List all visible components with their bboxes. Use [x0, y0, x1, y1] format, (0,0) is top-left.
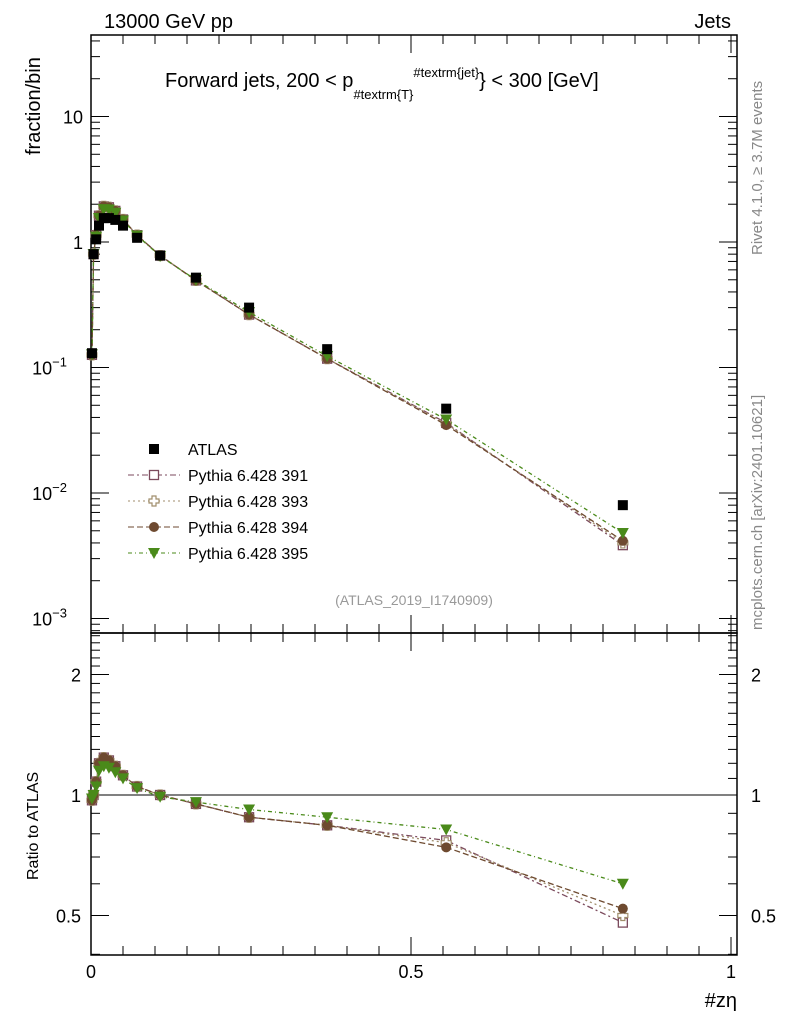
legend-label: Pythia 6.428 394 [188, 520, 308, 537]
data-point [190, 272, 201, 283]
ratio-y-axis-label: Ratio to ATLAS [25, 772, 42, 880]
ratio-point [441, 842, 452, 853]
ratio-point [321, 812, 334, 824]
x-tick-label: 1 [726, 962, 736, 982]
data-point [244, 302, 255, 313]
analysis-tag: (ATLAS_2019_I1740909) [335, 592, 493, 608]
legend-label: Pythia 6.428 391 [188, 468, 308, 485]
data-point [109, 207, 122, 219]
legend-label: Pythia 6.428 393 [188, 494, 308, 511]
ratio-tick-label: 1 [71, 786, 81, 806]
series-ATLAS [86, 213, 628, 511]
y-tick-exponent: −1 [52, 355, 67, 370]
data-point [155, 250, 166, 261]
mcplots-label: mcplots.cern.ch [arXiv:2401.10621] [749, 395, 766, 630]
series-Pythia-6-428-393 [86, 200, 629, 922]
data-point [617, 535, 628, 546]
y-axis-label: fraction/bin [23, 57, 45, 155]
legend-label: Pythia 6.428 395 [188, 546, 308, 563]
rivet-label: Rivet 4.1.0, ≥ 3.7M events [749, 81, 766, 255]
series-Pythia-6-428-391 [86, 201, 628, 928]
data-point [94, 220, 104, 231]
series-line [91, 208, 624, 534]
series-line [91, 205, 624, 546]
main-frame [90, 34, 738, 634]
header-right: Jets [694, 11, 731, 33]
ratio-point [243, 804, 256, 816]
y-tick-exponent: −3 [52, 606, 67, 621]
x-axis-label: #zη [705, 990, 737, 1012]
ratio-point [154, 791, 167, 803]
data-point [322, 344, 333, 355]
title: Forward jets, 200 < p#textrm{T}#textrm{j… [165, 65, 599, 102]
ratio-tick-label-right: 2 [751, 666, 761, 686]
data-point [110, 214, 121, 225]
data-point [98, 213, 109, 224]
ratio-point [102, 762, 115, 774]
data-point [88, 249, 99, 260]
ratio-line [91, 756, 624, 924]
ratio-point [244, 812, 255, 823]
data-point [102, 204, 115, 216]
y-tick-label: 1 [73, 233, 83, 253]
x-tick-label: 0 [86, 962, 96, 982]
data-point [103, 213, 114, 224]
y-tick-label: 10−2 [32, 480, 67, 504]
legend-marker [149, 444, 159, 454]
series-Pythia-6-428-395 [85, 204, 629, 890]
legend-marker [148, 495, 160, 507]
ratio-point [440, 824, 453, 836]
ratio-frame [90, 632, 738, 956]
data-point [86, 348, 97, 359]
legend-marker [148, 469, 160, 481]
ratio-point [322, 820, 333, 831]
ratio-point [87, 790, 100, 801]
series-line [91, 205, 624, 544]
ratio-point [189, 797, 202, 809]
ratio-point [131, 783, 144, 795]
ratio-point [117, 773, 129, 785]
ratio-point [617, 903, 628, 914]
header-left: 13000 GeV pp [104, 11, 233, 33]
ratio-tick-label-right: 1 [751, 786, 761, 806]
x-tick-label: 0.5 [398, 962, 423, 982]
ratio-point [617, 909, 629, 922]
ratio-line [91, 756, 624, 910]
data-point [118, 220, 128, 231]
ratio-tick-label: 2 [71, 666, 81, 686]
ratio-point [90, 781, 103, 793]
data-point [616, 528, 629, 540]
legend-marker [149, 522, 159, 532]
ratio-tick-label-right: 0.5 [751, 907, 776, 927]
ratio-tick-label: 0.5 [56, 907, 81, 927]
ratio-line [91, 756, 624, 917]
ratio-point [616, 878, 629, 890]
y-tick-label: 10−3 [32, 606, 67, 630]
data-point [440, 414, 453, 426]
data-point [441, 403, 452, 414]
y-tick-label: 10 [63, 108, 83, 128]
y-tick-label: 10−1 [32, 355, 67, 379]
series-Pythia-6-428-394 [86, 201, 628, 914]
ratio-point [109, 767, 122, 779]
legend-marker [148, 548, 160, 559]
data-point [91, 234, 102, 245]
data-point [132, 232, 143, 243]
ratio-line [91, 765, 624, 885]
data-point [617, 500, 628, 511]
legend-label: ATLAS [188, 442, 238, 459]
y-tick-exponent: −2 [52, 480, 67, 495]
